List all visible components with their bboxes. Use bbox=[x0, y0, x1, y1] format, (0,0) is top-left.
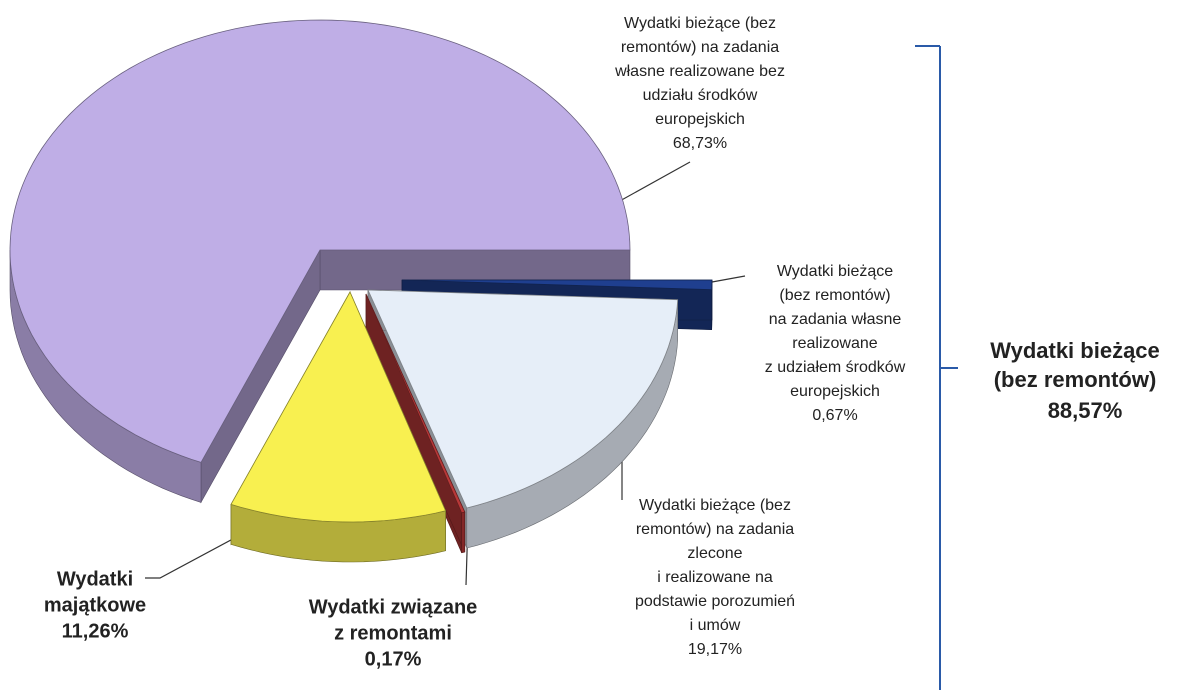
slice bbox=[367, 289, 679, 509]
slice-label: majątkowe bbox=[44, 594, 146, 616]
value-label: 0,17% bbox=[365, 648, 422, 670]
slice-label: Wydatki bbox=[57, 568, 133, 590]
value-label: 19,17% bbox=[688, 641, 742, 658]
slice-label: podstawie porozumień bbox=[635, 593, 795, 610]
slice-label: z udziałem środków bbox=[765, 359, 906, 376]
slice-label: europejskich bbox=[790, 383, 880, 400]
slice-label: realizowane bbox=[792, 335, 877, 352]
slice-side bbox=[461, 511, 466, 554]
slice-label: Wydatki bieżące bbox=[777, 263, 893, 280]
annotation: (bez remontów) bbox=[994, 367, 1157, 392]
slice-label: remontów) na zadania bbox=[621, 39, 779, 56]
slice-label: z remontami bbox=[334, 622, 452, 644]
slice-label: własne realizowane bez bbox=[614, 63, 785, 80]
slice bbox=[401, 279, 713, 291]
value-label: 68,73% bbox=[673, 135, 727, 152]
slice bbox=[365, 293, 466, 514]
annotation: 88,57% bbox=[1048, 398, 1123, 423]
slice bbox=[230, 291, 447, 523]
slice-label: i realizowane na bbox=[657, 569, 773, 586]
bracket bbox=[915, 45, 958, 690]
slice bbox=[9, 19, 631, 463]
slice-label: Wydatki bieżące (bez bbox=[639, 497, 791, 514]
slice-label: Wydatki bieżące (bez bbox=[624, 15, 776, 32]
value-label: 11,26% bbox=[62, 620, 129, 642]
slice-label: zlecone bbox=[687, 545, 742, 562]
value-label: 0,67% bbox=[812, 407, 857, 424]
annotation: Wydatki bieżące bbox=[990, 338, 1160, 363]
slice-label: udziału środków bbox=[643, 87, 758, 104]
slice-label: i umów bbox=[690, 617, 741, 634]
slice-label: na zadania własne bbox=[769, 311, 902, 328]
slice-label: Wydatki związane bbox=[309, 596, 478, 618]
slice-label: europejskich bbox=[655, 111, 745, 128]
slice-label: remontów) na zadania bbox=[636, 521, 794, 538]
slice-label: (bez remontów) bbox=[779, 287, 890, 304]
